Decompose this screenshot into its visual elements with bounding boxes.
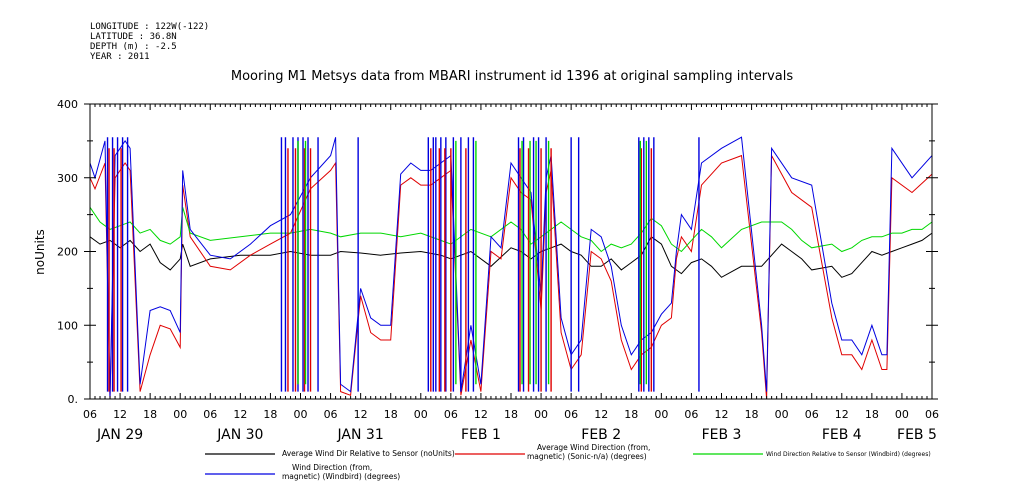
x-day-label: FEB 5 [897,427,937,443]
x-day-label: FEB 2 [581,427,621,443]
x-tick-label: 06 [83,408,97,421]
plot-area [89,136,933,400]
y-tick-label: 0. [68,393,79,406]
x-tick-label: 00 [414,408,428,421]
x-tick-label: 12 [354,408,368,421]
x-tick-label: 18 [745,408,759,421]
x-day-label: JAN 29 [96,427,143,443]
x-tick-label: 00 [654,408,668,421]
x-tick-label: 06 [324,408,338,421]
series-line-black [89,232,933,278]
x-tick-label: 18 [624,408,638,421]
legend-label: Average Wind Dir Relative to Sensor (noU… [282,449,455,458]
x-tick-label: 12 [594,408,608,421]
latitude-label: LATITUDE : 36.8N [90,32,177,42]
x-day-label: JAN 30 [216,427,263,443]
legend-label: Wind Direction (from, magnetic) (Windbird… [282,463,400,481]
x-tick-label: 18 [263,408,277,421]
depth-label: DEPTH (m) : -2.5 [90,42,177,52]
x-tick-label: 18 [384,408,398,421]
series-line-green [89,207,933,253]
x-tick-label: 12 [835,408,849,421]
chart-title: Mooring M1 Metsys data from MBARI instru… [231,69,793,84]
x-tick-label: 18 [143,408,157,421]
x-day-label: FEB 1 [461,427,501,443]
y-axis-label: noUnits [33,229,47,275]
longitude-label: LONGITUDE : 122W(-122) [90,22,210,32]
year-label: YEAR : 2011 [90,52,150,62]
x-tick-label: 00 [775,408,789,421]
y-tick-label: 100 [57,319,78,332]
x-day-label: FEB 3 [702,427,742,443]
y-tick-label: 200 [57,246,78,259]
x-tick-label: 00 [895,408,909,421]
x-tick-label: 00 [173,408,187,421]
plot-frame [89,103,933,400]
x-tick-label: 12 [113,408,127,421]
series-line-blue [89,136,933,400]
legend-label: Average Wind Direction (from, magnetic) (… [527,443,650,461]
series-line-red [89,153,933,400]
y-tick-label: 400 [57,98,78,111]
x-tick-label: 18 [865,408,879,421]
x-tick-label: 06 [925,408,939,421]
axes: 0. 100 200 300 400 06 12 18 00 06 12 18 00 06 12 18 00 06… [57,98,939,443]
legend: Average Wind Dir Relative to Sensor (noU… [205,443,931,481]
y-tick-label: 300 [57,172,78,185]
x-tick-label: 12 [233,408,247,421]
x-tick-label: 06 [684,408,698,421]
x-day-label: JAN 31 [337,427,384,443]
x-tick-label: 00 [294,408,308,421]
legend-label: Wind Direction Relative to Sensor (Windb… [766,451,931,458]
x-tick-label: 18 [504,408,518,421]
x-tick-label: 00 [534,408,548,421]
x-day-label: FEB 4 [822,427,862,443]
x-tick-label: 06 [203,408,217,421]
x-tick-label: 06 [444,408,458,421]
x-tick-label: 12 [715,408,729,421]
x-tick-label: 12 [474,408,488,421]
x-tick-label: 06 [805,408,819,421]
x-tick-label: 06 [564,408,578,421]
